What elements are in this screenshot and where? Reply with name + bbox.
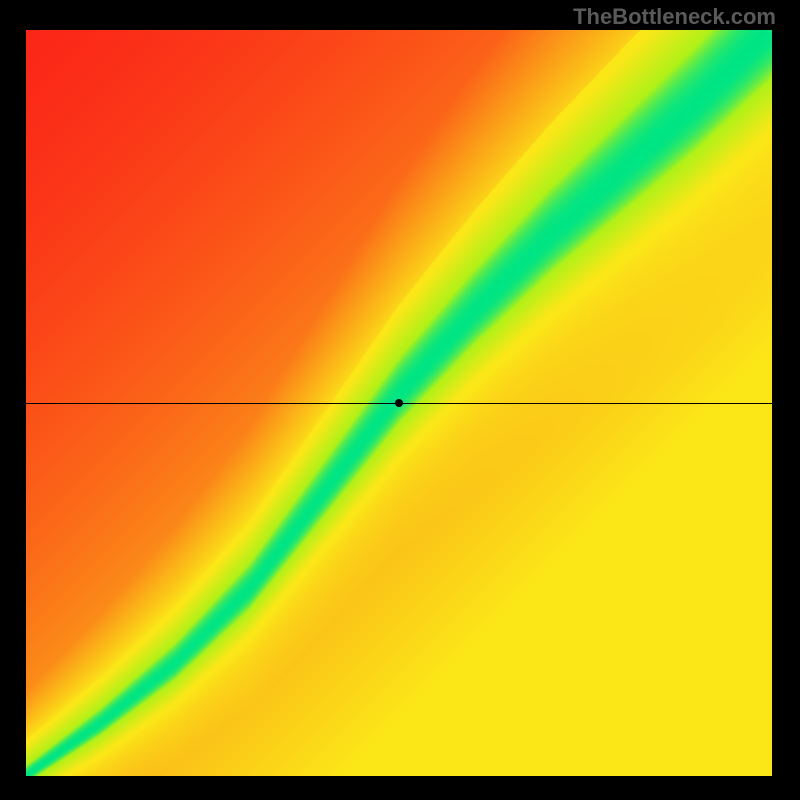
crosshair-marker [395, 399, 403, 407]
watermark-text: TheBottleneck.com [573, 4, 776, 30]
heatmap-plot-area [26, 30, 772, 776]
